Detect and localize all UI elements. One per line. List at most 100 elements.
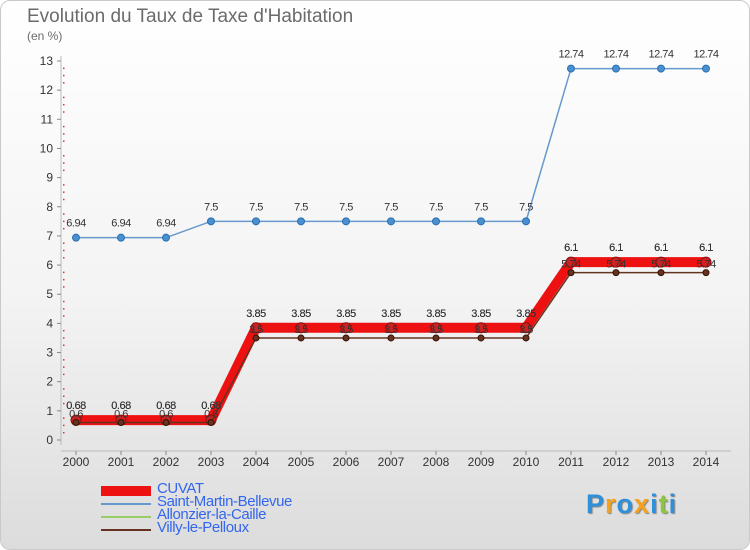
proxiti-logo: Proxiti <box>586 489 677 520</box>
data-point <box>702 64 710 73</box>
logo-letter: t <box>658 489 669 519</box>
legend-label: Villy-le-Pelloux <box>157 519 249 536</box>
y-tick-label: 11 <box>41 112 54 126</box>
data-label: 0.68 <box>201 400 221 412</box>
data-point <box>250 322 262 334</box>
y-minor-tick <box>63 431 65 434</box>
x-tick-label: 2000 <box>63 455 90 469</box>
x-tick-label: 2009 <box>468 455 495 469</box>
data-label: 3.5 <box>339 324 353 336</box>
y-tick-label: 1 <box>46 404 53 418</box>
y-minor-tick <box>63 373 65 376</box>
y-minor-tick <box>63 329 65 332</box>
data-point <box>342 217 350 226</box>
data-label: 3.85 <box>426 308 446 320</box>
data-label: 5.74 <box>561 259 581 271</box>
data-label: 12.74 <box>648 49 673 61</box>
data-point <box>610 256 622 268</box>
legend-swatch <box>101 515 151 518</box>
y-minor-tick <box>63 417 65 419</box>
y-minor-tick <box>63 213 65 215</box>
legend-label: Allonzier-la-Caille <box>157 506 267 523</box>
data-label: 3.85 <box>516 308 536 320</box>
data-point <box>475 322 487 334</box>
data-label: 6.1 <box>564 242 578 254</box>
data-label: 6.94 <box>66 218 86 230</box>
data-label: 7.5 <box>204 201 218 213</box>
legend-label: Saint-Martin-Bellevue <box>157 493 292 510</box>
data-label: 6.1 <box>699 242 713 254</box>
y-tick-label: 12 <box>40 83 54 97</box>
y-tick-label: 2 <box>46 375 53 389</box>
data-point <box>297 217 305 226</box>
y-minor-tick <box>63 315 65 317</box>
data-label: 3.85 <box>246 308 266 320</box>
y-minor-tick <box>63 278 65 281</box>
data-label: 3.85 <box>336 308 356 320</box>
data-label: 3.85 <box>381 308 401 320</box>
chart-title: Evolution du Taux de Taxe d'Habitation <box>27 6 354 27</box>
data-point <box>342 334 350 342</box>
data-labels: 6.94 6.94 6.94 7.5 7.5 7.5 7.5 7.5 7.5 7.5 7.5 12.7… <box>66 49 719 421</box>
x-tick-label: 2007 <box>378 455 405 469</box>
data-label: 0.68 <box>111 400 131 412</box>
data-point <box>567 269 575 277</box>
logo-letter: r <box>605 489 617 519</box>
data-point <box>657 64 665 73</box>
data-label: 3.5 <box>249 324 263 336</box>
data-point <box>385 322 397 334</box>
y-tick-label: 4 <box>46 316 53 330</box>
legend-swatch <box>101 528 151 531</box>
data-label: 0.68 <box>156 400 176 412</box>
y-minor-tick <box>63 227 65 230</box>
data-point <box>700 256 712 268</box>
data-point <box>520 322 532 334</box>
y-tick-label: 0 <box>46 433 53 447</box>
data-label: 3.85 <box>471 308 491 320</box>
data-label: 0.68 <box>201 400 221 412</box>
data-label: 12.74 <box>558 49 583 61</box>
y-minor-tick <box>63 402 65 405</box>
data-label: 6.1 <box>699 242 713 254</box>
data-label: 3.5 <box>519 324 533 336</box>
data-point <box>522 334 530 342</box>
y-minor-tick <box>63 162 65 164</box>
y-minor-tick <box>63 359 65 361</box>
data-point <box>295 322 307 334</box>
y-minor-tick <box>63 82 65 84</box>
data-label: 0.6 <box>69 409 83 421</box>
data-label: 5.74 <box>651 259 671 271</box>
x-tick-label: 2013 <box>648 455 675 469</box>
x-tick-label: 2006 <box>333 455 360 469</box>
y-minor-tick <box>63 424 65 427</box>
y-minor-tick <box>63 257 65 259</box>
y-minor-tick <box>63 388 65 390</box>
y-minor-tick <box>63 300 65 303</box>
y-minor-tick <box>63 96 65 99</box>
data-label: 12.74 <box>693 49 718 61</box>
y-minor-tick <box>63 184 65 186</box>
y-minor-tick <box>63 125 65 128</box>
data-point <box>387 217 395 226</box>
data-point <box>387 334 395 342</box>
logo-letter: P <box>586 489 606 519</box>
y-minor-tick <box>63 395 65 398</box>
x-tick-label: 2008 <box>423 455 450 469</box>
y-minor-tick <box>63 308 65 310</box>
y-minor-tick <box>63 220 65 223</box>
data-point <box>567 64 575 73</box>
data-label: 6.94 <box>111 218 131 230</box>
data-label: 3.5 <box>429 324 443 336</box>
data-point <box>252 217 260 226</box>
y-minor-tick <box>63 337 65 339</box>
x-tick-label: 2012 <box>603 455 630 469</box>
y-minor-tick <box>63 191 65 193</box>
data-point <box>162 233 170 242</box>
x-tick-label: 2011 <box>558 455 584 469</box>
data-label: 3.85 <box>246 308 266 320</box>
data-label: 7.5 <box>429 201 443 213</box>
data-label: 3.85 <box>516 308 536 320</box>
legend-swatch <box>101 502 151 505</box>
logo-letter: o <box>616 489 635 519</box>
